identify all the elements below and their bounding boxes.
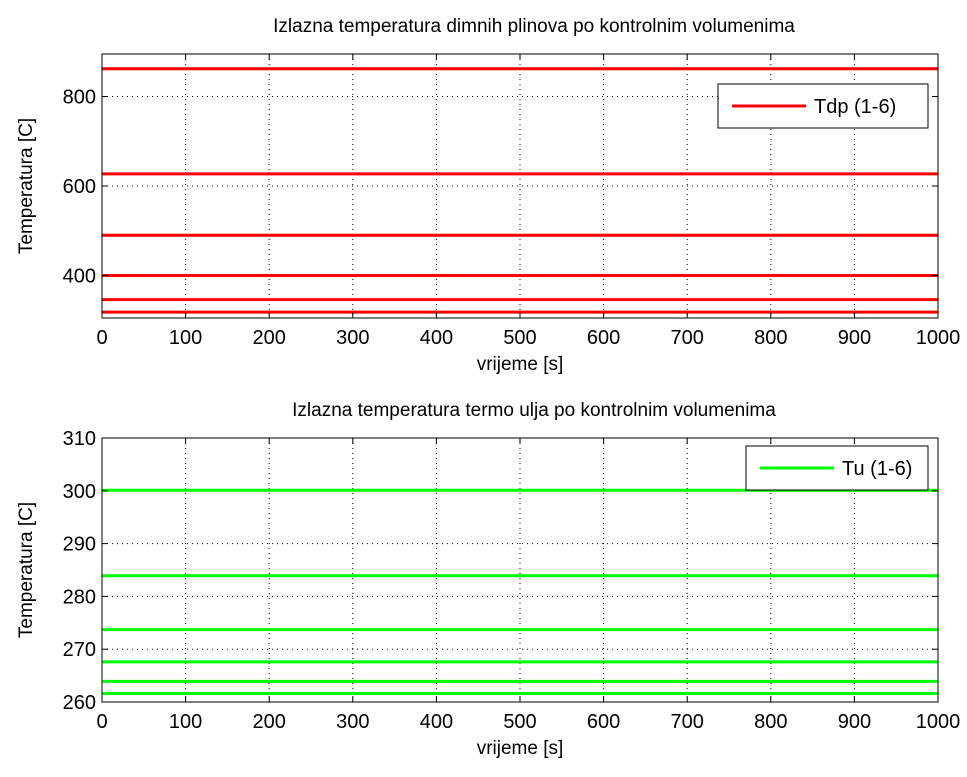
y-tick-label: 600: [63, 176, 96, 198]
chart-title: Izlazna temperatura dimnih plinova po ko…: [273, 16, 795, 37]
x-tick-label: 600: [587, 711, 620, 733]
legend: Tu (1-6): [745, 445, 929, 491]
legend-label: Tu (1-6): [842, 458, 912, 480]
chart-2: 0 100 200 300 400 500 600 700 800 900 1000 260 270 28…: [16, 400, 960, 759]
x-tick-label: 800: [754, 711, 787, 733]
x-tick-label: 100: [169, 327, 202, 349]
y-axis-label: Temperatura [C]: [16, 502, 37, 638]
x-tick-label: 700: [671, 327, 704, 349]
y-tick-label: 300: [63, 481, 96, 503]
x-tick-label: 200: [253, 711, 286, 733]
x-tick-label: 800: [754, 327, 787, 349]
legend-label: Tdp (1-6): [814, 96, 896, 118]
y-tick-label: 800: [63, 87, 96, 109]
y-tick-label: 270: [63, 639, 96, 661]
x-tick-label: 1000: [916, 711, 961, 733]
x-tick-label: 300: [336, 327, 369, 349]
x-tick-label: 100: [169, 711, 202, 733]
x-tick-label: 900: [838, 711, 871, 733]
x-tick-label: 500: [503, 327, 536, 349]
x-tick-label: 400: [420, 711, 453, 733]
x-tick-label: 1000: [916, 327, 961, 349]
legend: Tdp (1-6): [717, 83, 929, 129]
y-tick-label: 310: [63, 428, 96, 450]
x-tick-label: 300: [336, 711, 369, 733]
x-tick-label: 700: [671, 711, 704, 733]
y-tick-label: 400: [63, 265, 96, 287]
x-axis-label: vrijeme [s]: [477, 738, 564, 759]
x-tick-label: 200: [253, 327, 286, 349]
x-tick-label: 600: [587, 327, 620, 349]
chart-title: Izlazna temperatura termo ulja po kontro…: [292, 400, 776, 421]
y-tick-label: 260: [63, 692, 96, 714]
y-tick-label: 280: [63, 586, 96, 608]
y-tick-label: 290: [63, 534, 96, 556]
y-axis-label: Temperatura [C]: [16, 118, 37, 254]
x-axis-label: vrijeme [s]: [477, 354, 564, 375]
x-tick-label: 0: [96, 711, 107, 733]
x-tick-label: 400: [420, 327, 453, 349]
x-tick-label: 0: [96, 327, 107, 349]
chart-1: 0 100 200 300 400 500 600 700 800 900 1000 400 600 80…: [16, 16, 960, 375]
x-tick-label: 900: [838, 327, 871, 349]
x-tick-label: 500: [503, 711, 536, 733]
